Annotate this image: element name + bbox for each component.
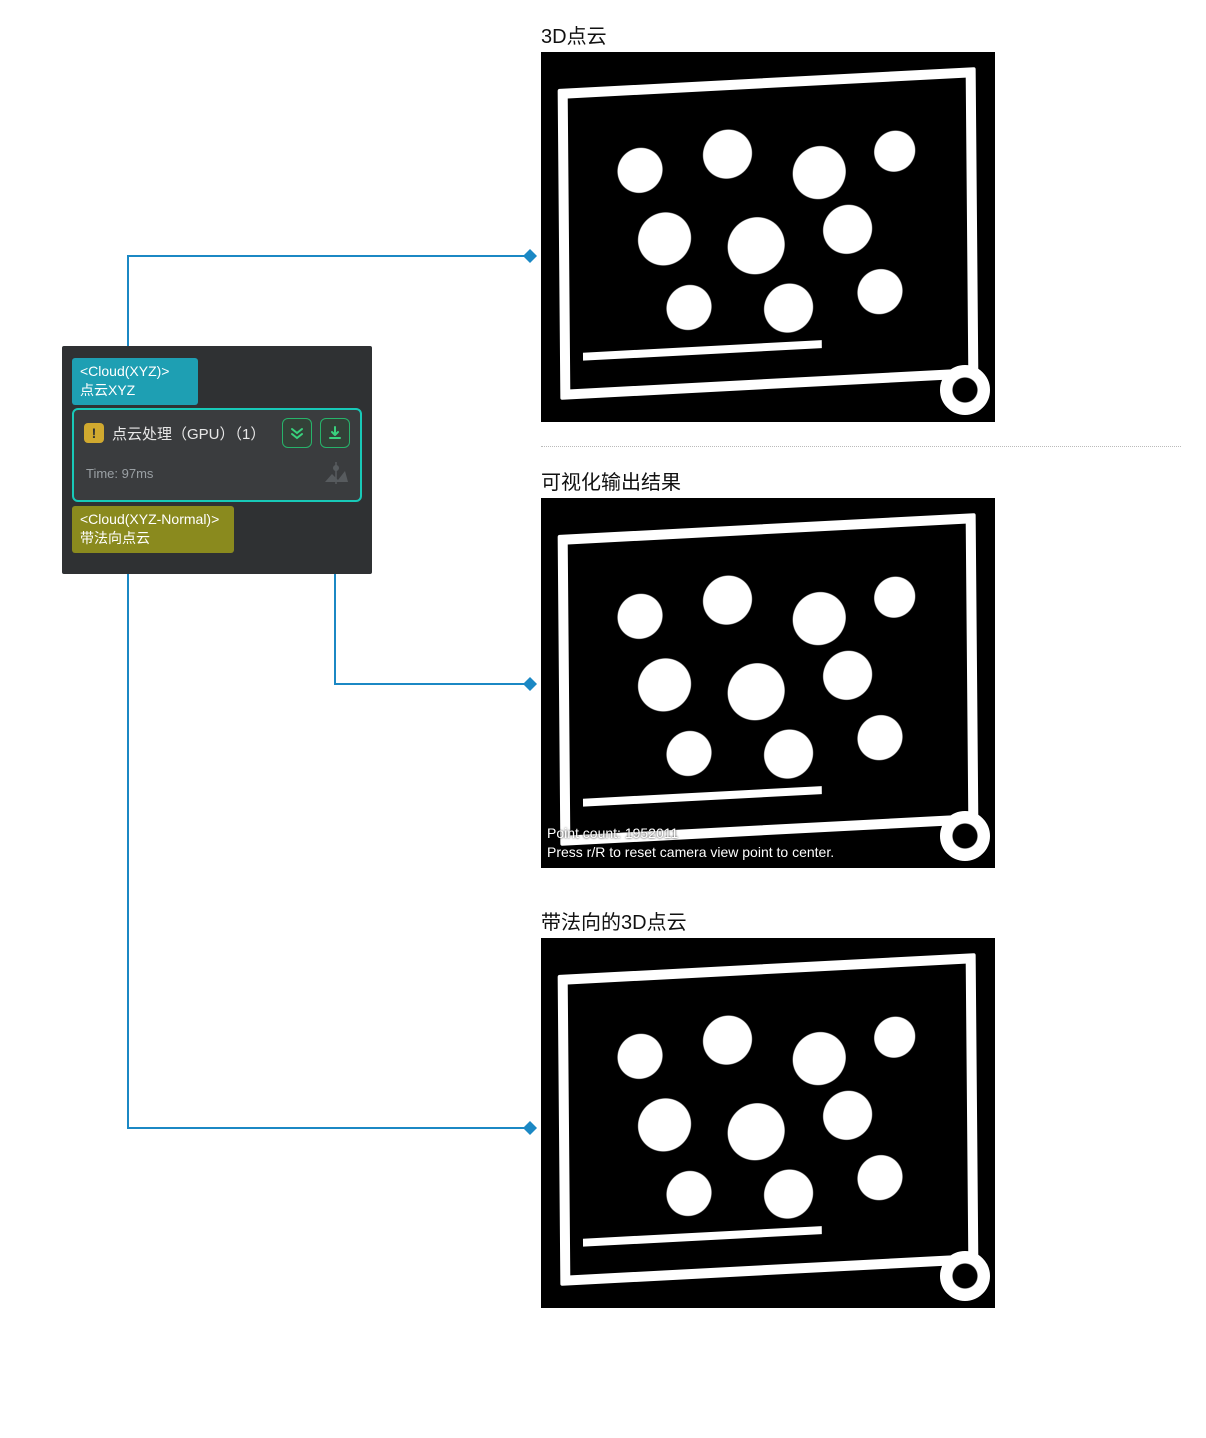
- pointcloud-scene: [541, 52, 995, 422]
- node-body[interactable]: ! 点云处理（GPU）（1） Time: 97ms: [72, 408, 362, 502]
- panel1-title: 3D点云: [541, 20, 607, 49]
- download-button[interactable]: [320, 418, 350, 448]
- node-header-row: ! 点云处理（GPU）（1）: [74, 410, 360, 456]
- warning-icon: !: [84, 423, 104, 443]
- panel3-title: 带法向的3D点云: [541, 906, 687, 935]
- input-port-label: 点云XYZ: [80, 381, 190, 400]
- scene-icon: [322, 460, 350, 486]
- output-port-tag[interactable]: <Cloud(XYZ-Normal)> 带法向点云: [72, 506, 234, 553]
- viewer-overlay-text: Point count: 1952011 Press r/R to reset …: [547, 824, 834, 862]
- node-title: 点云处理（GPU）（1）: [112, 423, 274, 444]
- point-count-label: Point count: 1952011: [547, 824, 834, 843]
- reset-hint-label: Press r/R to reset camera view point to …: [547, 843, 834, 862]
- node-time-label: Time: 97ms: [86, 466, 153, 481]
- panel1-viewer[interactable]: [541, 52, 995, 422]
- panel2-viewer[interactable]: Point count: 1952011 Press r/R to reset …: [541, 498, 995, 868]
- section-divider: [541, 446, 1181, 447]
- pointcloud-scene: [541, 498, 995, 868]
- output-port-type: <Cloud(XYZ-Normal)>: [80, 510, 226, 529]
- panel3-viewer[interactable]: [541, 938, 995, 1308]
- expand-button[interactable]: [282, 418, 312, 448]
- node-footer: Time: 97ms: [74, 456, 360, 496]
- canvas: <Cloud(XYZ)> 点云XYZ ! 点云处理（GPU）（1） Time: …: [0, 0, 1206, 1438]
- input-port-tag[interactable]: <Cloud(XYZ)> 点云XYZ: [72, 358, 198, 405]
- pointcloud-scene: [541, 938, 995, 1308]
- output-port-label: 带法向点云: [80, 529, 226, 548]
- input-port-type: <Cloud(XYZ)>: [80, 362, 190, 381]
- panel2-title: 可视化输出结果: [541, 466, 681, 495]
